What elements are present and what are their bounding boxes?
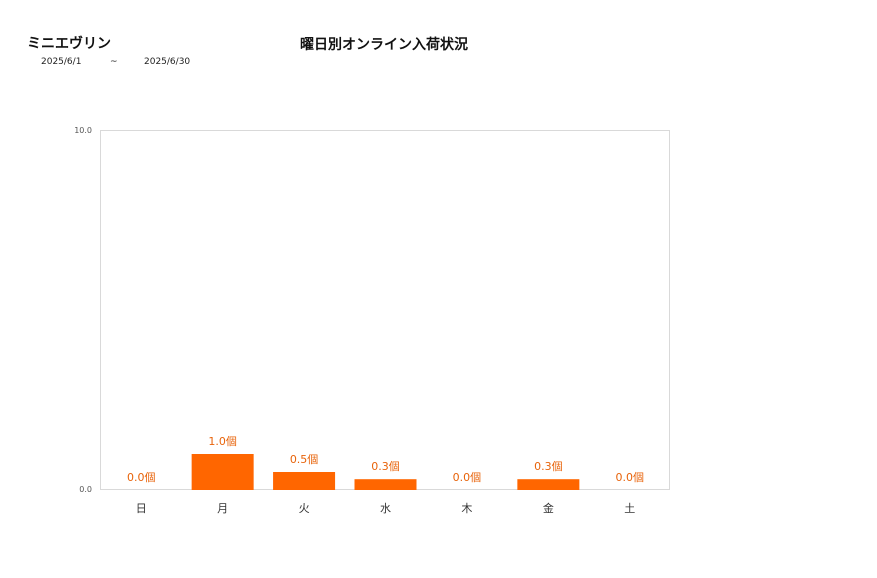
data-label-2: 0.5個 [290, 453, 319, 466]
category-label-4: 木 [461, 502, 472, 515]
data-label-5: 0.3個 [534, 460, 563, 473]
bar-1 [191, 454, 254, 490]
data-label-4: 0.0個 [453, 471, 482, 484]
y-tick-label-top: 10.0 [74, 126, 92, 135]
y-tick-label-bottom: 0.0 [79, 485, 92, 494]
chart-title: 曜日別オンライン入荷状況 [300, 37, 468, 53]
data-label-3: 0.3個 [371, 460, 400, 473]
bar-5 [517, 479, 580, 490]
category-label-2: 火 [299, 502, 310, 515]
category-label-5: 金 [543, 501, 554, 515]
bar-2 [273, 472, 336, 490]
category-label-6: 土 [624, 502, 635, 515]
product-name: ミニエヴリン [27, 36, 111, 52]
bar-3 [354, 479, 417, 490]
data-label-1: 1.0個 [208, 435, 237, 448]
category-label-0: 日 [136, 502, 147, 515]
date-from: 2025/6/1 [41, 57, 82, 67]
date-to: 2025/6/30 [144, 57, 191, 67]
category-label-1: 月 [217, 502, 228, 515]
plot-area [100, 130, 670, 490]
data-label-6: 0.0個 [616, 471, 645, 484]
date-separator: ~ [110, 57, 118, 67]
category-label-3: 水 [380, 502, 391, 515]
data-label-0: 0.0個 [127, 471, 156, 484]
